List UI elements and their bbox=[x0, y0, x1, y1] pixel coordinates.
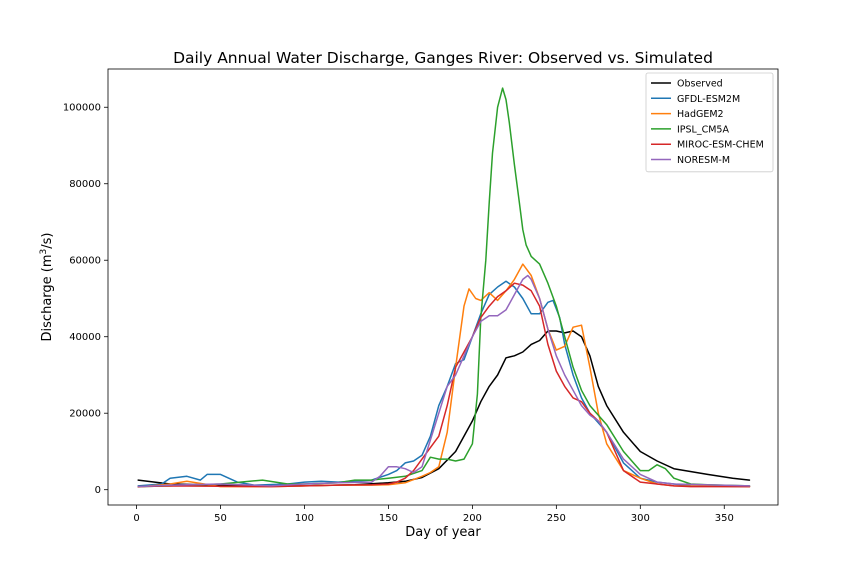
legend-box bbox=[645, 72, 774, 173]
y-tick-label: 60000 bbox=[69, 256, 101, 267]
x-tick-label: 50 bbox=[214, 513, 227, 524]
x-axis-ticks: 0 50 100 150 200 250 300 350 bbox=[133, 505, 734, 524]
series-line-observed bbox=[137, 330, 751, 487]
x-tick-label: 100 bbox=[295, 513, 314, 524]
y-tick-label: 80000 bbox=[69, 179, 101, 190]
y-axis-ticks: 0 20000 40000 60000 80000 100000 bbox=[63, 103, 108, 496]
plot-frame bbox=[107, 68, 779, 506]
legend-label-hadgem2: HadGEM2 bbox=[677, 109, 724, 120]
series-line-gfdl-esm2m bbox=[137, 280, 751, 488]
legend-label-noresm-m: NORESM-M bbox=[677, 155, 730, 166]
x-tick-label: 350 bbox=[715, 513, 734, 524]
x-axis-label: Day of year bbox=[405, 525, 481, 540]
legend-label-gfdl-esm2m: GFDL-ESM2M bbox=[677, 94, 740, 105]
series-line-ipsl-cm5a bbox=[137, 87, 751, 488]
series-line-miroc-esm-chem bbox=[137, 282, 751, 488]
y-axis-label-superscript: 3 bbox=[39, 249, 49, 255]
y-tick-label: 20000 bbox=[69, 409, 101, 420]
x-tick-label: 250 bbox=[547, 513, 566, 524]
y-tick-label: 0 bbox=[95, 485, 101, 496]
legend: Observed GFDL-ESM2M HadGEM2 IPSL_CM5A MIROC-… bbox=[645, 72, 774, 173]
y-axis-label-suffix: /s) bbox=[40, 233, 55, 249]
x-tick-label: 300 bbox=[631, 513, 650, 524]
series-line-hadgem2 bbox=[137, 263, 751, 488]
legend-label-observed: Observed bbox=[677, 79, 723, 90]
y-axis-label-prefix: Discharge (m bbox=[40, 254, 55, 341]
x-tick-label: 150 bbox=[379, 513, 398, 524]
y-axis-label: Discharge (m3/s) bbox=[39, 233, 55, 342]
legend-label-miroc-esm-chem: MIROC-ESM-CHEM bbox=[677, 140, 764, 151]
y-tick-label: 40000 bbox=[69, 332, 101, 343]
chart-title: Daily Annual Water Discharge, Ganges Riv… bbox=[173, 49, 713, 67]
plot-lines bbox=[137, 87, 751, 488]
y-tick-label: 100000 bbox=[63, 103, 101, 114]
legend-label-ipsl-cm5a: IPSL_CM5A bbox=[677, 124, 729, 135]
x-tick-label: 200 bbox=[463, 513, 482, 524]
x-tick-label: 0 bbox=[133, 513, 139, 524]
series-line-noresm-m bbox=[137, 274, 751, 488]
